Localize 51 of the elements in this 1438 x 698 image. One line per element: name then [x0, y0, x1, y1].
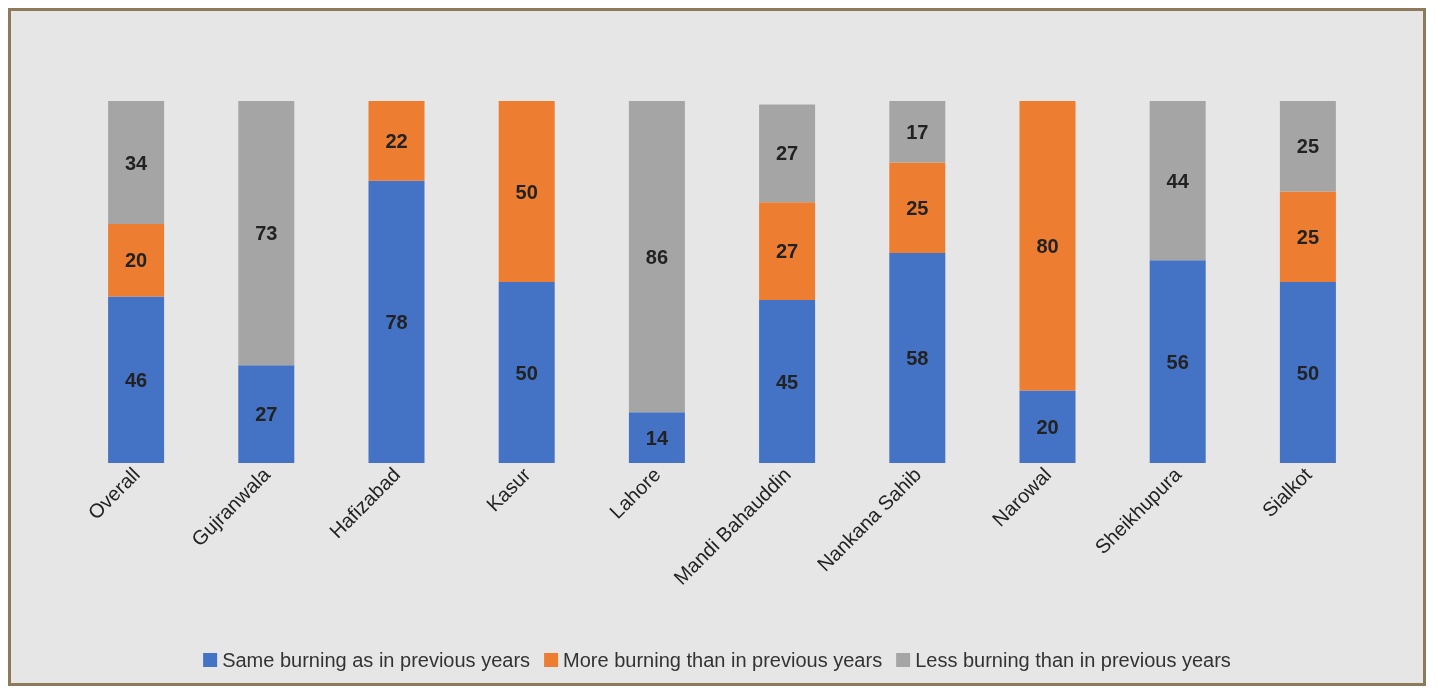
bar: [498, 101, 555, 282]
bar: [108, 296, 165, 463]
bar: [498, 282, 555, 463]
bar: [759, 104, 816, 203]
bar: [1019, 390, 1076, 463]
data-label: 25: [1296, 135, 1320, 158]
data-label: 25: [906, 196, 929, 219]
data-label: 50: [1296, 361, 1320, 384]
bar: [889, 162, 946, 254]
data-label: 80: [1036, 234, 1059, 257]
bar: [759, 202, 816, 301]
data-label: 86: [645, 245, 669, 268]
data-label: 78: [385, 310, 408, 333]
data-label: 27: [255, 403, 278, 426]
bar: [1149, 260, 1206, 463]
data-label: 73: [255, 222, 278, 245]
data-label: 46: [124, 368, 148, 391]
data-label: 20: [124, 249, 148, 272]
bar: [628, 101, 685, 413]
data-label: 22: [385, 129, 408, 152]
data-label: 44: [1166, 169, 1190, 192]
bar: [1019, 101, 1076, 391]
legend-label: Same burning as in previous years: [222, 649, 531, 671]
data-label: 50: [515, 361, 538, 384]
data-label: 27: [775, 142, 799, 165]
data-label: 58: [906, 347, 929, 370]
bar: [1279, 191, 1336, 282]
data-label: 56: [1166, 350, 1189, 373]
bar: [889, 101, 946, 163]
data-label: 45: [775, 370, 799, 393]
bar: [759, 300, 816, 463]
data-label: 50: [515, 180, 538, 203]
bar: [368, 101, 425, 181]
bar: [238, 365, 295, 463]
data-label: 27: [775, 240, 799, 263]
bar: [108, 224, 165, 297]
data-label: 17: [906, 120, 929, 143]
data-label: 34: [124, 151, 149, 174]
bar: [1279, 101, 1336, 192]
bar: [628, 412, 685, 463]
bar: [1149, 101, 1206, 261]
legend-label: More burning than in previous years: [563, 649, 883, 671]
bar: [108, 101, 165, 225]
data-label: 20: [1036, 415, 1059, 438]
bar: [889, 253, 946, 463]
bar: [238, 101, 295, 366]
data-label: 25: [1296, 225, 1320, 248]
bar: [1279, 282, 1336, 463]
bar: [368, 180, 425, 463]
legend-label: Less burning than in previous years: [915, 649, 1231, 671]
data-label: 14: [645, 426, 669, 449]
